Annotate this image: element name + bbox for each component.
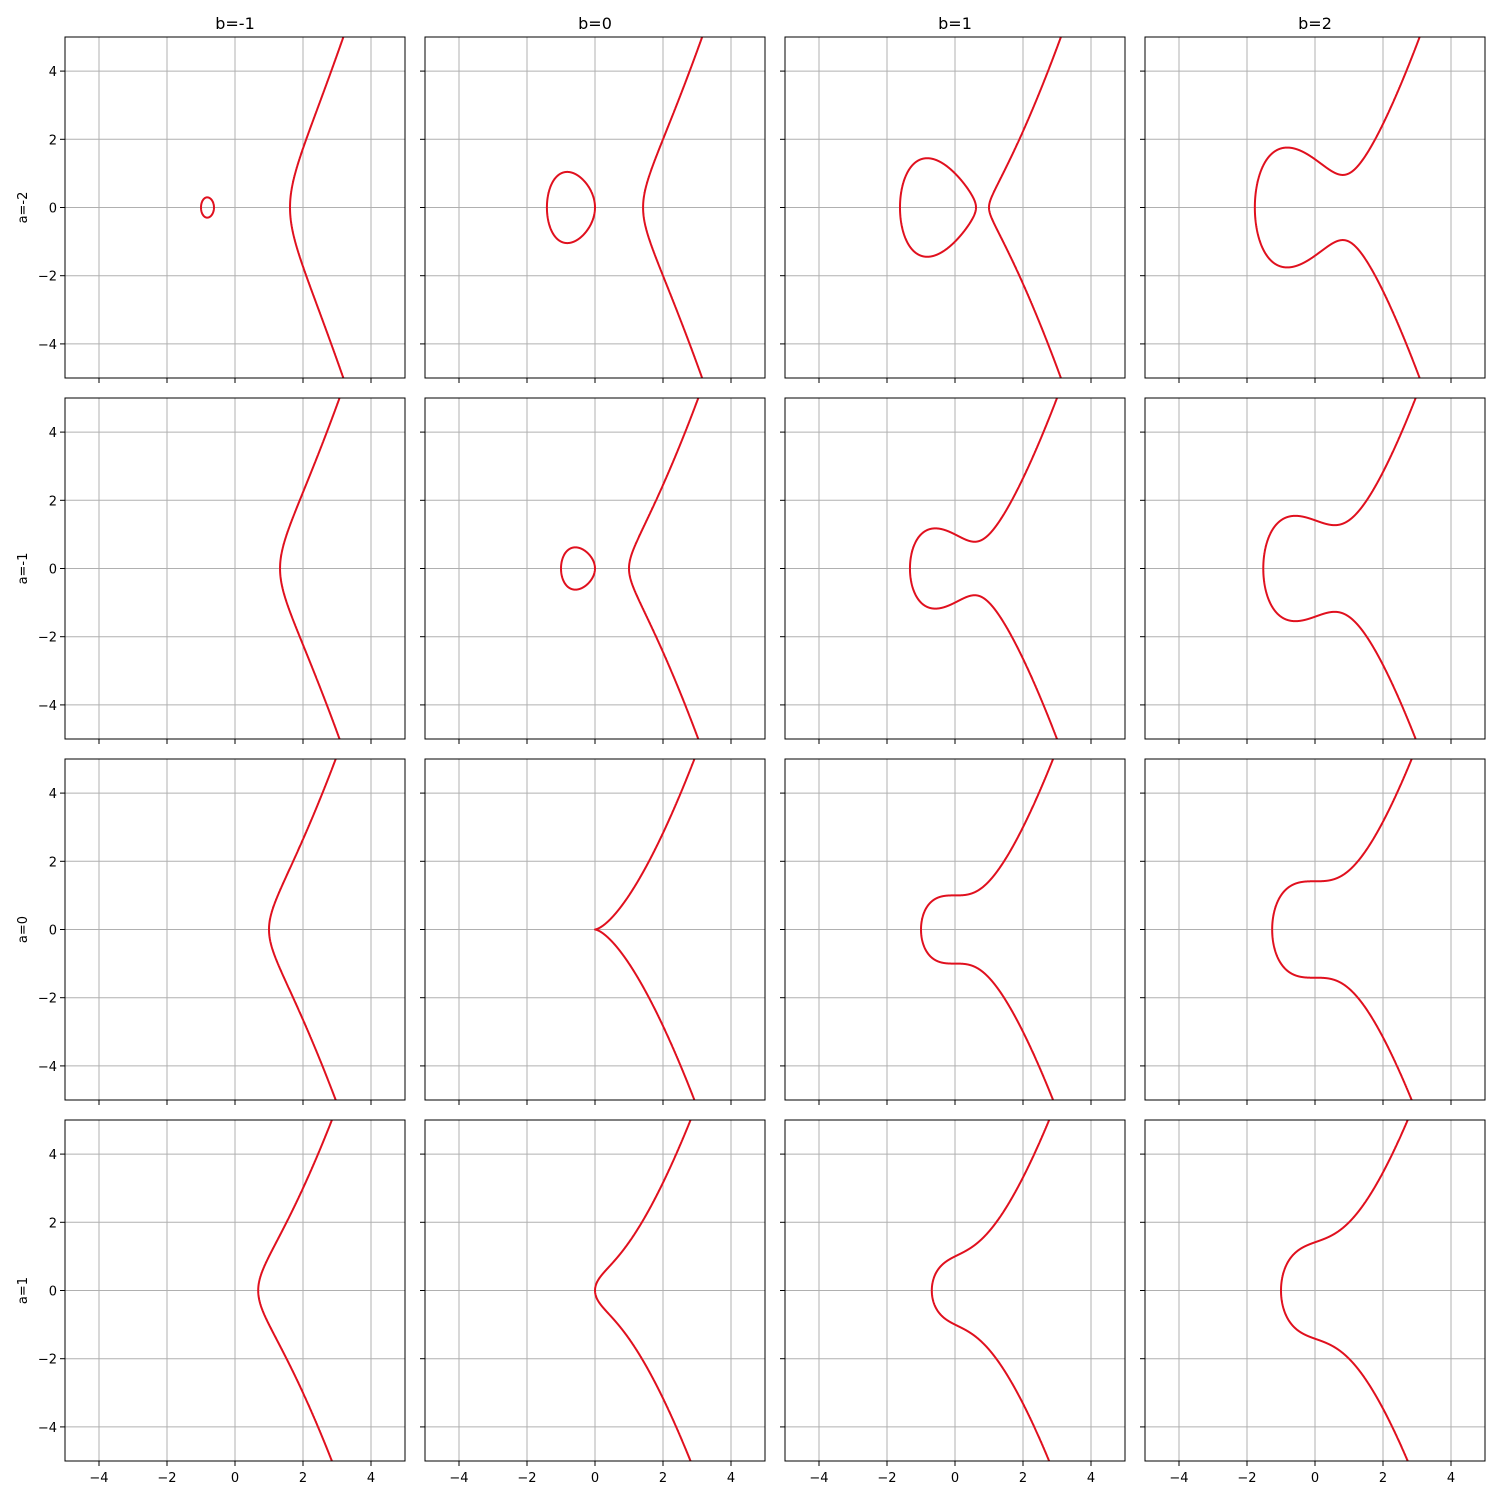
x-tick-label: 4 bbox=[367, 1471, 375, 1486]
y-tick-label: 0 bbox=[49, 924, 57, 939]
subplot-2-2 bbox=[780, 758, 1126, 1105]
curve-a-1-b1 bbox=[908, 398, 1059, 739]
curve-a-1-b0 bbox=[628, 398, 700, 739]
curve-a1-b1 bbox=[930, 1120, 1051, 1461]
curve-a-2-b0 bbox=[545, 170, 596, 245]
x-tick-label: 2 bbox=[659, 1471, 667, 1486]
curve-a1-b2 bbox=[1280, 1120, 1409, 1461]
curve-a-1-b-1 bbox=[279, 398, 341, 739]
y-tick-label: 4 bbox=[49, 1148, 57, 1163]
x-tick-label: −4 bbox=[809, 1471, 828, 1486]
curve-a0-b-1 bbox=[268, 759, 337, 1100]
y-tick-label: −4 bbox=[38, 699, 57, 714]
x-tick-label: −2 bbox=[157, 1471, 176, 1486]
x-tick-label: −4 bbox=[449, 1471, 468, 1486]
subplot-2-3 bbox=[1140, 758, 1486, 1105]
subplot-0-0: −4 −2 0 2 4 b=-1 a=-2 bbox=[16, 14, 406, 383]
curve-a-1-b2 bbox=[1262, 398, 1417, 739]
y-tick-label: 2 bbox=[49, 855, 57, 870]
row-label: a=0 bbox=[16, 916, 31, 943]
y-tick-label: −2 bbox=[38, 631, 57, 646]
x-tick-label: −4 bbox=[1169, 1471, 1188, 1486]
column-title: b=1 bbox=[938, 14, 972, 33]
y-tick-label: 0 bbox=[49, 1285, 57, 1300]
curve-a1-b0 bbox=[594, 1120, 692, 1461]
curve-a0-b0 bbox=[594, 759, 696, 1100]
subplot-3-3: −4 −2 0 2 4 bbox=[1140, 1119, 1486, 1486]
y-tick-label: −4 bbox=[38, 1421, 57, 1436]
y-tick-label: 4 bbox=[49, 787, 57, 802]
x-tick-label: 0 bbox=[591, 1471, 599, 1486]
curve-a-2-b1 bbox=[898, 157, 978, 258]
row-label: a=1 bbox=[16, 1277, 31, 1304]
y-tick-label: 0 bbox=[49, 563, 57, 578]
column-title: b=2 bbox=[1298, 14, 1332, 33]
subplot-3-0: −4 −2 0 2 4 −4 −2 0 2 4 a=1 bbox=[16, 1119, 406, 1486]
y-tick-label: −4 bbox=[38, 338, 57, 353]
subplot-1-3 bbox=[1140, 397, 1486, 744]
curve-a0-b2 bbox=[1271, 759, 1413, 1100]
curve-a-2-b0 bbox=[642, 37, 704, 378]
subplot-0-1: b=0 bbox=[420, 14, 766, 383]
column-title: b=-1 bbox=[215, 14, 255, 33]
y-tick-label: 2 bbox=[49, 494, 57, 509]
y-tick-label: 2 bbox=[49, 133, 57, 148]
subplot-3-2: −4 −2 0 2 4 bbox=[780, 1119, 1126, 1486]
subplot-1-2 bbox=[780, 397, 1126, 744]
x-tick-label: 4 bbox=[727, 1471, 735, 1486]
subplot-3-1: −4 −2 0 2 4 bbox=[420, 1119, 766, 1486]
y-tick-label: −4 bbox=[38, 1060, 57, 1075]
curve-a-2-b2 bbox=[1253, 37, 1421, 378]
y-tick-label: 4 bbox=[49, 65, 57, 80]
x-tick-label: 4 bbox=[1087, 1471, 1095, 1486]
subplot-1-1 bbox=[420, 397, 766, 744]
curve-a-2-b-1 bbox=[200, 196, 215, 219]
y-tick-label: 0 bbox=[49, 202, 57, 217]
curve-a-1-b0 bbox=[560, 546, 596, 591]
row-label: a=-1 bbox=[16, 553, 31, 585]
subplot-2-1 bbox=[420, 758, 766, 1105]
subplot-2-0: −4 −2 0 2 4 a=0 bbox=[16, 758, 406, 1105]
y-tick-label: 2 bbox=[49, 1216, 57, 1231]
curve-a-2-b-1 bbox=[289, 37, 345, 378]
y-tick-label: −2 bbox=[38, 992, 57, 1007]
x-tick-label: 2 bbox=[299, 1471, 307, 1486]
x-tick-label: 0 bbox=[1311, 1471, 1319, 1486]
x-tick-label: 0 bbox=[231, 1471, 239, 1486]
x-tick-label: −2 bbox=[877, 1471, 896, 1486]
y-tick-label: −2 bbox=[38, 270, 57, 285]
x-tick-label: 4 bbox=[1447, 1471, 1455, 1486]
x-tick-label: −2 bbox=[517, 1471, 536, 1486]
y-tick-label: −2 bbox=[38, 1353, 57, 1368]
x-tick-label: −2 bbox=[1237, 1471, 1256, 1486]
x-tick-label: 2 bbox=[1379, 1471, 1387, 1486]
subplot-0-3: b=2 bbox=[1140, 14, 1486, 383]
x-tick-label: −4 bbox=[89, 1471, 108, 1486]
curve-a-2-b1 bbox=[988, 37, 1062, 378]
row-label: a=-2 bbox=[16, 192, 31, 224]
curve-a1-b-1 bbox=[257, 1120, 333, 1461]
subplot-0-2: b=1 bbox=[780, 14, 1126, 383]
x-tick-label: 0 bbox=[951, 1471, 959, 1486]
y-tick-label: 4 bbox=[49, 426, 57, 441]
x-tick-label: 2 bbox=[1019, 1471, 1027, 1486]
curve-a0-b1 bbox=[920, 759, 1055, 1100]
subplot-1-0: −4 −2 0 2 4 a=-1 bbox=[16, 397, 406, 744]
column-title: b=0 bbox=[578, 14, 612, 33]
